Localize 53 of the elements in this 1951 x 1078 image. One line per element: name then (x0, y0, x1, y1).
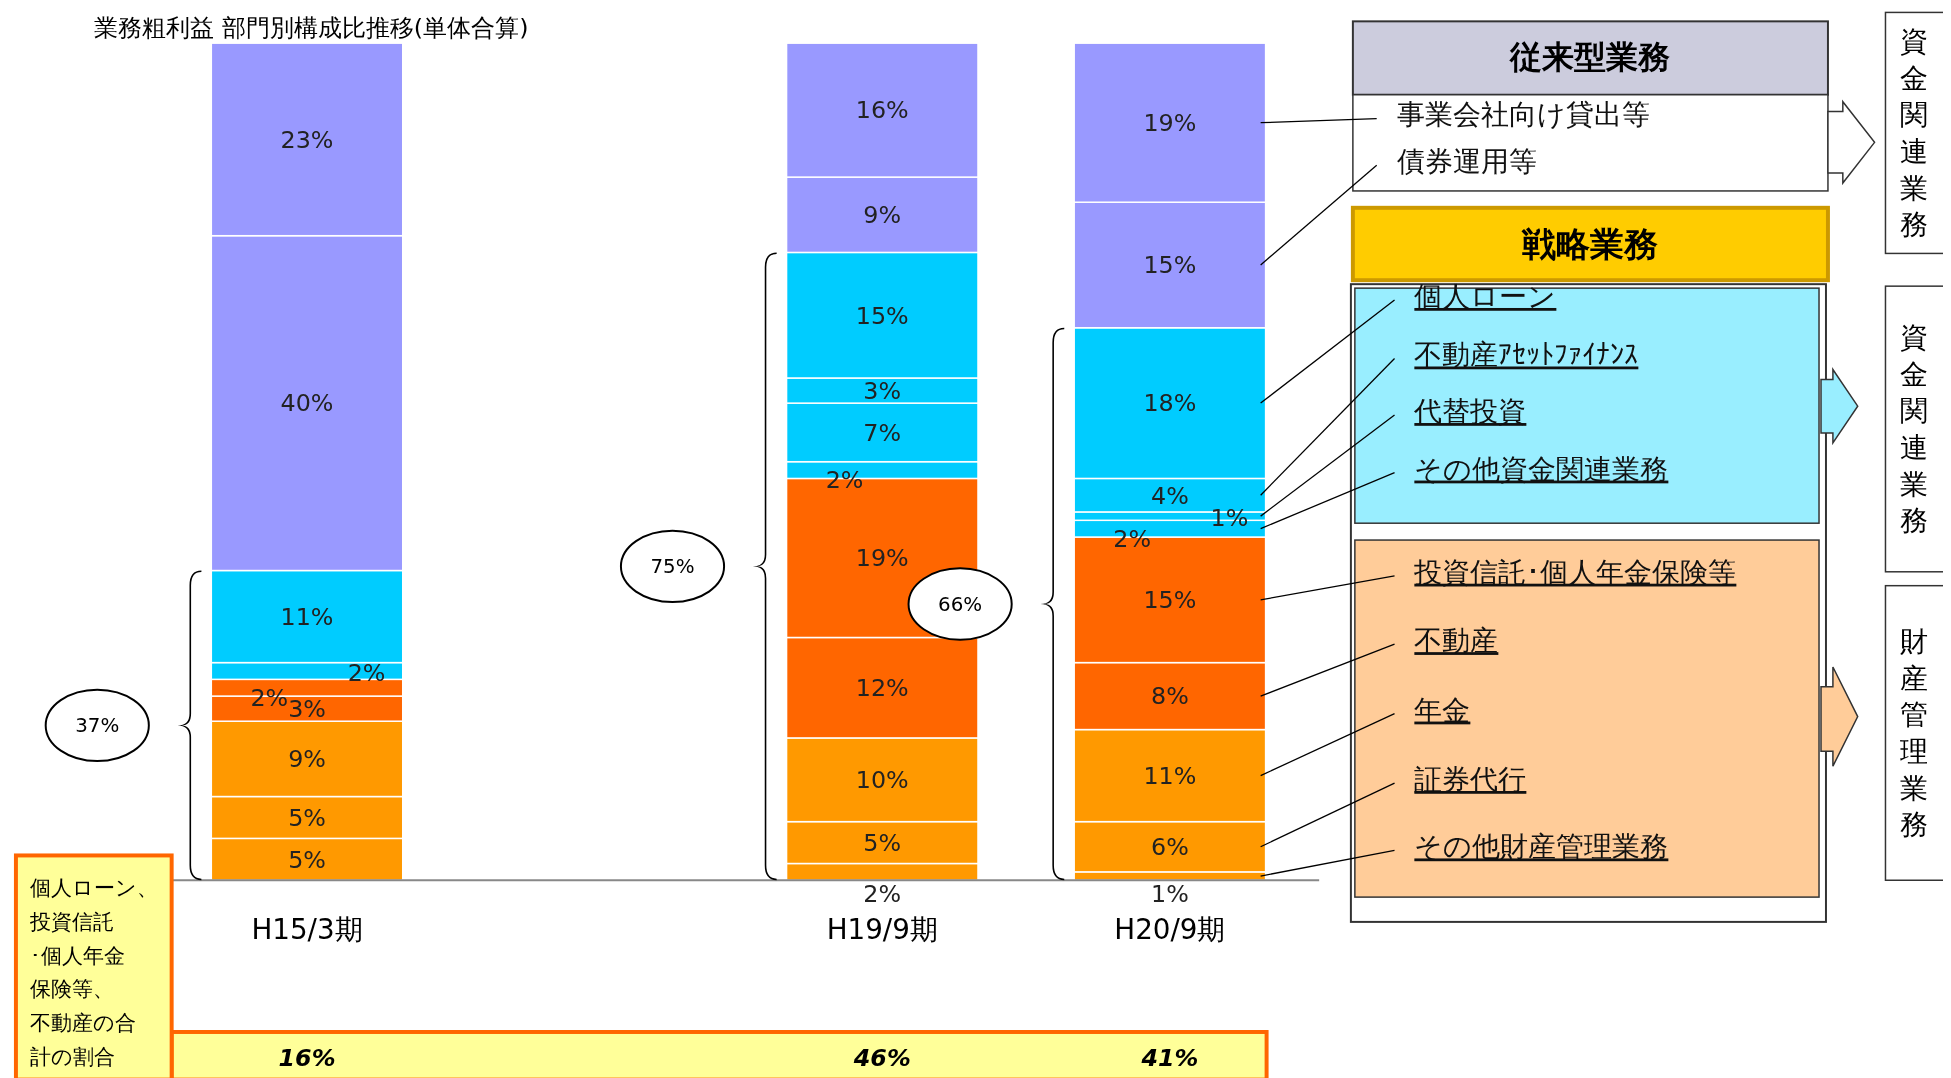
data-label: 6% (1151, 833, 1189, 862)
data-label: 15% (1143, 251, 1197, 280)
text: 不動産ｱｾｯﾄﾌｧｲﾅﾝｽ (1414, 338, 1639, 372)
text: 事業会社向け貸出等 (1396, 98, 1650, 132)
text: 債券運用等 (1396, 145, 1537, 179)
data-label: 40% (280, 389, 334, 418)
data-label: 2% (863, 880, 902, 909)
data-label: 10% (855, 766, 909, 795)
text: 資金関連業務 (1900, 320, 1929, 538)
text: 個人ローン (1414, 279, 1557, 313)
data-label: 5% (288, 845, 326, 874)
data-label: 15% (1143, 586, 1197, 615)
text: 不動産 (1414, 624, 1499, 658)
data-label: 3% (288, 694, 326, 723)
chart-title: 業務粗利益 部門別構成比推移(単体合算) (94, 14, 529, 43)
x-tick-label: H20/9期 (1114, 912, 1226, 946)
data-label: 9% (863, 201, 902, 230)
data-label: 18% (1143, 389, 1197, 418)
text: 代替投資 (1413, 395, 1527, 429)
data-label: 7% (863, 418, 902, 447)
data-label: 4% (1151, 481, 1189, 510)
text: 年金 (1414, 693, 1471, 727)
data-label: 19% (855, 544, 909, 573)
text: その他財産管理業務 (1414, 830, 1669, 864)
data-label: 5% (863, 828, 902, 857)
data-label: 23% (280, 125, 334, 154)
data-label: 11% (280, 602, 334, 631)
text: 戦略業務 (1520, 225, 1658, 265)
text: 37% (75, 714, 120, 738)
data-label: 1% (1151, 880, 1189, 909)
text: 証券代行 (1414, 763, 1527, 796)
data-label: 12% (855, 674, 909, 703)
text: 投資信託･個人年金保険等 (1413, 555, 1737, 589)
data-label: 5% (288, 803, 326, 832)
text: 46% (852, 1043, 911, 1072)
x-tick-label: H19/9期 (826, 912, 938, 946)
annotation: 66% (938, 592, 983, 616)
text: 財産管理業務 (1900, 624, 1929, 842)
data-label: 3% (863, 376, 902, 405)
text: 個人ローン、投資信託･個人年金保険等、不動産の合計の割合 (28, 876, 158, 1069)
text: 資金関連業務 (1900, 24, 1929, 242)
x-tick-label: H15/3期 (251, 912, 363, 946)
data-label: 11% (1143, 761, 1197, 790)
annotation: 75% (650, 555, 695, 579)
data-label: 16% (855, 96, 909, 125)
data-label: 9% (288, 745, 326, 774)
data-label: 15% (855, 301, 909, 330)
data-label: 19% (1143, 109, 1197, 138)
text: 41% (1140, 1043, 1199, 1072)
text: その他資金関連業務 (1414, 452, 1669, 486)
text: 16% (278, 1043, 336, 1072)
text: 従来型業務 (1508, 38, 1670, 75)
data-label: 8% (1151, 682, 1189, 711)
